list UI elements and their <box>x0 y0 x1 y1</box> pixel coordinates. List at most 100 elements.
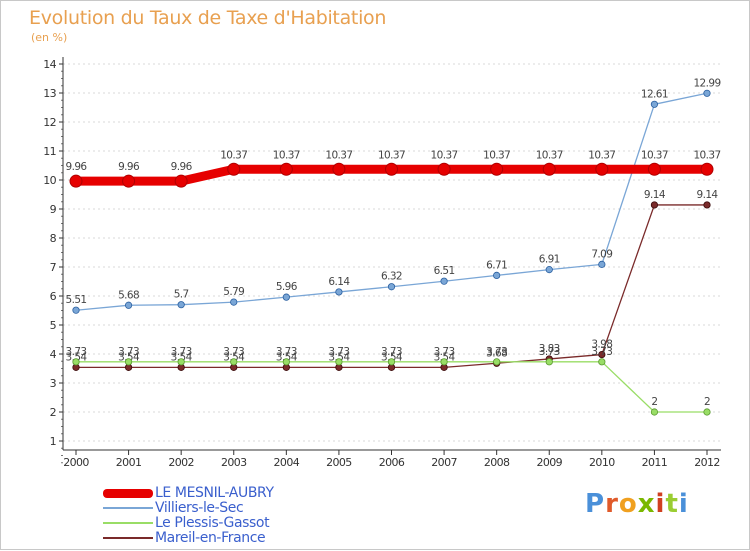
legend-label: Le Plessis-Gassot <box>155 515 270 531</box>
data-point <box>490 162 504 176</box>
legend-swatch <box>103 522 153 524</box>
x-tick-label: 2007 <box>431 456 457 469</box>
data-point <box>650 408 659 416</box>
y-tick-label: 2 <box>50 406 56 419</box>
x-tick-label: 2009 <box>536 456 562 469</box>
x-tick-label: 2000 <box>63 456 89 469</box>
data-point <box>177 358 185 366</box>
data-label: 3.54 <box>223 351 245 363</box>
chart-title: Evolution du Taux de Taxe d'Habitation <box>29 7 387 29</box>
data-point <box>227 162 241 176</box>
data-label: 9.14 <box>644 189 666 201</box>
data-label: 6.14 <box>328 276 350 288</box>
y-tick-label: 14 <box>43 58 56 71</box>
data-label: 9.96 <box>171 161 193 173</box>
y-tick-label: 5 <box>50 319 57 332</box>
data-point <box>437 162 451 176</box>
data-point <box>124 358 133 366</box>
data-point <box>72 306 80 314</box>
data-point <box>279 162 293 176</box>
data-point <box>703 89 711 97</box>
data-label: 3.73 <box>539 346 560 358</box>
data-point <box>545 358 553 366</box>
proxiti-logo: Proxiti <box>585 489 689 519</box>
y-tick-label: 11 <box>43 145 56 158</box>
x-tick-label: 2002 <box>168 456 194 469</box>
data-point <box>542 162 556 176</box>
x-tick-label: 2004 <box>274 456 300 469</box>
data-point <box>440 277 448 285</box>
x-tick-label: 2005 <box>326 456 352 469</box>
y-tick-label: 7 <box>50 261 57 274</box>
data-label: 5.96 <box>276 281 298 293</box>
data-label: 3.54 <box>276 351 298 363</box>
data-point <box>122 174 136 188</box>
data-label: 2 <box>651 396 657 408</box>
legend-label: LE MESNIL-AUBRY <box>155 485 274 501</box>
data-point <box>493 358 501 366</box>
logo-letter: i <box>655 489 666 519</box>
data-label: 3.54 <box>434 351 456 363</box>
data-label: 5.51 <box>66 294 87 306</box>
x-tick-label: 2006 <box>379 456 405 469</box>
logo-letter: o <box>618 489 638 519</box>
y-tick-label: 8 <box>50 232 57 245</box>
data-label: 3.73 <box>591 346 612 358</box>
data-label: 3.68 <box>486 347 507 359</box>
data-point <box>545 266 553 274</box>
data-label: 9.96 <box>118 161 140 173</box>
y-tick-label: 1 <box>50 435 56 448</box>
data-point <box>177 301 185 309</box>
x-tick-label: 2012 <box>694 456 720 469</box>
data-label: 3.54 <box>381 351 403 363</box>
data-point <box>69 174 83 188</box>
data-point <box>493 271 501 280</box>
data-label: 3.54 <box>328 351 350 363</box>
data-point <box>335 358 343 366</box>
data-label: 5.79 <box>223 286 244 298</box>
data-point <box>387 283 396 291</box>
data-label: 7.09 <box>591 248 612 260</box>
data-label: 3.73 <box>66 346 87 358</box>
data-point <box>650 201 659 209</box>
data-point <box>72 358 80 366</box>
data-point <box>647 162 661 176</box>
data-label: 10.37 <box>378 149 405 161</box>
data-label: 10.37 <box>483 149 510 161</box>
data-label: 10.37 <box>641 149 668 161</box>
data-label: 3.54 <box>118 351 140 363</box>
data-point <box>335 288 343 296</box>
data-label: 6.91 <box>539 254 560 266</box>
data-label: 3.73 <box>118 346 139 358</box>
logo-letter: P <box>585 489 606 519</box>
data-label: 5.68 <box>118 289 139 301</box>
data-label: 3.73 <box>434 346 455 358</box>
data-label: 12.99 <box>693 77 720 89</box>
y-tick-label: 6 <box>50 290 57 303</box>
data-label: 3.73 <box>171 346 192 358</box>
data-label: 9.96 <box>66 161 88 173</box>
legend-swatch <box>103 488 153 498</box>
x-tick-label: 2010 <box>589 456 615 469</box>
data-label: 6.32 <box>381 271 402 283</box>
data-point <box>703 201 711 209</box>
data-label: 10.37 <box>325 149 352 161</box>
data-point <box>595 162 609 176</box>
logo-letter: r <box>605 489 619 519</box>
data-point <box>598 260 606 268</box>
legend-swatch <box>103 537 153 539</box>
data-point <box>387 358 396 366</box>
data-label: 3.73 <box>328 346 349 358</box>
data-label: 3.73 <box>276 346 297 358</box>
data-point <box>332 162 346 176</box>
data-point <box>650 100 659 108</box>
y-tick-label: 4 <box>50 348 57 361</box>
data-point <box>700 162 714 176</box>
y-tick-label: 12 <box>43 116 56 129</box>
data-label: 2 <box>704 396 710 408</box>
x-tick-label: 2003 <box>221 456 247 469</box>
data-label: 12.61 <box>641 88 668 100</box>
data-label: 10.37 <box>220 149 247 161</box>
logo-letter: x <box>637 489 656 519</box>
